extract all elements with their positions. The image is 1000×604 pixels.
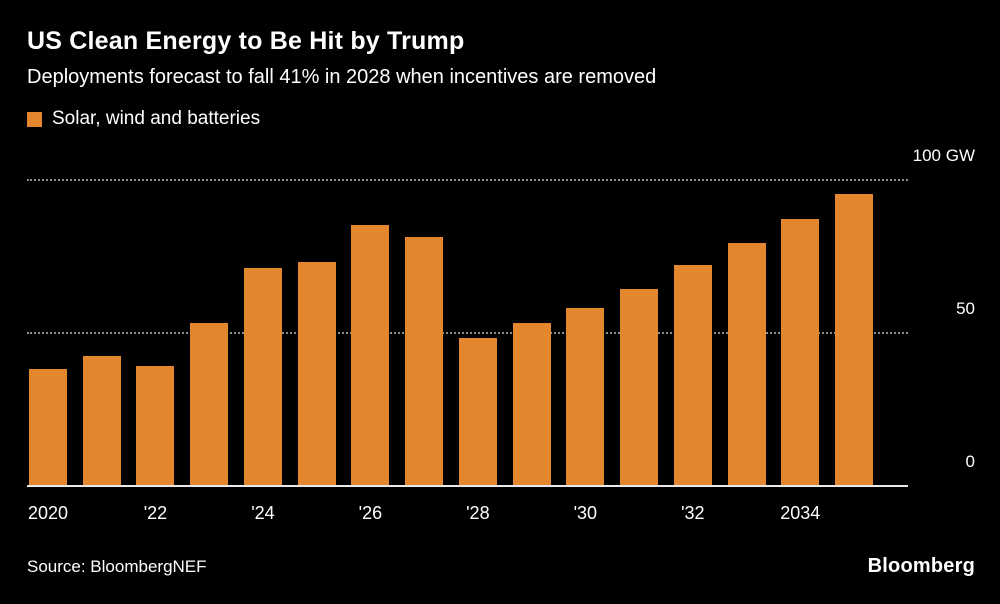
- x-axis-label-6: '26: [358, 503, 383, 523]
- x-axis: 2020 '22 '24 '26 '28 '30 '32 2034: [27, 503, 908, 529]
- bar-2027: [405, 237, 444, 485]
- bar-2035: [835, 194, 873, 485]
- bar-2025: [297, 261, 336, 485]
- y-axis-label-100: 100 GW: [912, 146, 975, 165]
- bar-2031: [620, 289, 659, 485]
- footer: Source: BloombergNEF Bloomberg: [27, 555, 975, 578]
- gridline-50: [27, 332, 908, 334]
- chart-area: 100 GW 50 0: [27, 146, 975, 487]
- bar-2020: [29, 368, 67, 485]
- bar-2024: [243, 267, 282, 485]
- bar-2030: [566, 307, 605, 485]
- x-axis-baseline: [27, 485, 908, 487]
- plot-area: [27, 179, 908, 487]
- bar-2023: [190, 322, 229, 485]
- y-axis-label-0: 0: [965, 452, 975, 471]
- bar-2032: [673, 264, 712, 485]
- legend-swatch-icon: [27, 111, 42, 127]
- legend-label: Solar, wind and batteries: [52, 108, 261, 129]
- source-text: Source: BloombergNEF: [27, 556, 207, 576]
- bar-2021: [82, 356, 121, 485]
- bar-2026: [351, 224, 390, 485]
- bar-2022: [136, 365, 175, 485]
- y-axis: 100 GW 50 0: [908, 146, 975, 485]
- legend: Solar, wind and batteries: [27, 107, 975, 131]
- x-axis-label-14: 2034: [780, 503, 821, 523]
- bar-2033: [727, 243, 766, 485]
- gridline-100: [27, 179, 908, 181]
- chart-title: US Clean Energy to Be Hit by Trump: [27, 27, 465, 55]
- bar-2029: [512, 322, 551, 485]
- chart-subtitle: Deployments forecast to fall 41% in 2028…: [27, 66, 657, 88]
- x-axis-label-12: '32: [681, 503, 705, 523]
- bloomberg-logo: Bloomberg: [867, 555, 975, 577]
- x-axis-label-2: '22: [143, 503, 168, 523]
- y-axis-label-50: 50: [956, 299, 975, 318]
- bar-2028: [458, 338, 497, 485]
- x-axis-label-0: 2020: [27, 503, 69, 523]
- bar-2034: [781, 218, 820, 485]
- x-axis-label-4: '24: [251, 503, 275, 523]
- x-axis-label-8: '28: [466, 503, 490, 523]
- x-axis-label-10: '30: [573, 503, 598, 523]
